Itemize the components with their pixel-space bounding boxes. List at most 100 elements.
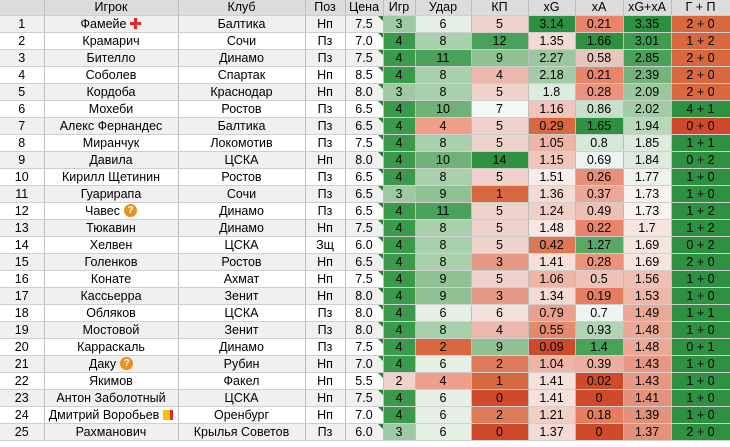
table-row[interactable]: 20 Карраскаль Динамо Пз 7.5 4 2 9 0.09 1.4 1.48 0 +…: [0, 338, 730, 356]
games-cell: 4: [383, 287, 416, 305]
rank-cell: 19: [0, 321, 45, 339]
header-games[interactable]: Игр: [383, 0, 416, 16]
xg-cell: 0.29: [528, 117, 576, 135]
key-passes-cell: 1: [471, 372, 529, 390]
xg-xa-cell: 1.73: [623, 202, 672, 220]
shots-cell: 9: [415, 185, 472, 203]
header-position[interactable]: Поз: [305, 0, 346, 16]
price-cell: 6.5: [345, 168, 384, 186]
table-row[interactable]: 18 Обляков ЦСКА Пз 8.0 4 6 6 0.79 0.7 1.49 1 + 1: [0, 304, 730, 322]
table-row[interactable]: 24 Дмитрий Воробьев Оренбург Нп 7.0 4 6 2 1.21 0.…: [0, 406, 730, 424]
xa-cell: 0: [575, 423, 624, 441]
xa-cell: 0.37: [575, 185, 624, 203]
xg-xa-cell: 1.48: [623, 338, 672, 356]
player-name: Обляков: [86, 306, 136, 320]
club-cell: Факел: [178, 372, 306, 390]
key-passes-cell: 5: [471, 202, 529, 220]
table-row[interactable]: 10 Кирилл Щетинин Ростов Пз 6.5 4 8 5 1.51 0.26 1.…: [0, 168, 730, 186]
position-cell: Пз: [305, 185, 346, 203]
table-row[interactable]: 3 Бителло Динамо Пз 7.5 4 11 9 2.27 0.58 2.85 2 + 0: [0, 49, 730, 67]
header-xg-xa[interactable]: xG+xA: [623, 0, 672, 16]
table-row[interactable]: 19 Мостовой Зенит Пз 8.0 4 8 4 0.55 0.93 1.48 1 + 0: [0, 321, 730, 339]
shots-cell: 2: [415, 338, 472, 356]
table-row[interactable]: 5 Кордоба Краснодар Нп 8.0 3 8 5 1.8 0.28 2.09 2 + …: [0, 83, 730, 101]
xa-cell: 0.39: [575, 355, 624, 373]
table-row[interactable]: 6 Мохеби Ростов Пз 6.5 4 10 7 1.16 0.86 2.02 4 + 1: [0, 100, 730, 118]
games-cell: 4: [383, 304, 416, 322]
table-row[interactable]: 1 Фамейе Балтика Нп 7.5 3 6 5 3.14 0.21 3.35 2 + 0: [0, 15, 730, 33]
xg-cell: 1.34: [528, 287, 576, 305]
table-row[interactable]: 17 Кассьерра Зенит Нп 8.0 4 9 3 1.34 0.19 1.53 1 + …: [0, 287, 730, 305]
games-cell: 4: [383, 338, 416, 356]
table-row[interactable]: 25 Рахманович Крылья Советов Пз 6.0 3 6 0 1.37 0 1…: [0, 423, 730, 441]
price-cell: 8.0: [345, 83, 384, 101]
goals-assists-cell: 0 + 2: [671, 236, 730, 254]
position-cell: Нп: [305, 151, 346, 169]
position-cell: Пз: [305, 117, 346, 135]
games-cell: 4: [383, 389, 416, 407]
games-cell: 4: [383, 236, 416, 254]
table-row[interactable]: 13 Тюкавин Динамо Нп 7.5 4 8 5 1.48 0.22 1.7 1 + 2: [0, 219, 730, 237]
key-passes-cell: 9: [471, 338, 529, 356]
player-name: Кирилл Щетинин: [61, 170, 160, 184]
club-cell: Ахмат: [178, 270, 306, 288]
table-row[interactable]: 8 Миранчук Локомотив Пз 7.5 4 8 5 1.05 0.8 1.85 1 +…: [0, 134, 730, 152]
shots-cell: 6: [415, 355, 472, 373]
xg-xa-cell: 1.94: [623, 117, 672, 135]
table-row[interactable]: 23 Антон Заболотный ЦСКА Нп 7.5 4 6 0 1.41 0 1.41 1…: [0, 389, 730, 407]
header-price[interactable]: Цена: [345, 0, 384, 16]
xg-xa-cell: 1.53: [623, 287, 672, 305]
table-row[interactable]: 15 Голенков Ростов Нп 6.5 4 8 3 1.41 0.28 1.69 2 + …: [0, 253, 730, 271]
xg-cell: 1.16: [528, 100, 576, 118]
goals-assists-cell: 2 + 0: [671, 15, 730, 33]
table-row[interactable]: 14 Хелвен ЦСКА Зщ 6.0 4 8 5 0.42 1.27 1.69 0 + 2: [0, 236, 730, 254]
header-player[interactable]: Игрок: [44, 0, 179, 16]
player-name: Крамарич: [82, 34, 140, 48]
key-passes-cell: 5: [471, 168, 529, 186]
position-cell: Пз: [305, 338, 346, 356]
xg-cell: 1.36: [528, 185, 576, 203]
xg-cell: 1.21: [528, 406, 576, 424]
position-cell: Зщ: [305, 236, 346, 254]
rank-cell: 21: [0, 355, 45, 373]
table-row[interactable]: 11 Гуарирапа Сочи Пз 6.5 3 9 1 1.36 0.37 1.73 1 + 0: [0, 185, 730, 203]
xa-cell: 0.28: [575, 253, 624, 271]
games-cell: 4: [383, 117, 416, 135]
table-row[interactable]: 12 Чавес? Динамо Пз 6.5 4 11 5 1.24 0.49 1.73 1 + 2: [0, 202, 730, 220]
table-row[interactable]: 4 Соболев Спартак Нп 8.5 4 8 4 2.18 0.21 2.39 2 + 0: [0, 66, 730, 84]
goals-assists-cell: 0 + 2: [671, 151, 730, 169]
games-cell: 4: [383, 321, 416, 339]
shots-cell: 11: [415, 49, 472, 67]
games-cell: 4: [383, 270, 416, 288]
xg-xa-cell: 3.35: [623, 15, 672, 33]
xg-cell: 1.8: [528, 83, 576, 101]
position-cell: Нп: [305, 287, 346, 305]
position-cell: Пз: [305, 100, 346, 118]
header-goals-assists[interactable]: Г + П: [671, 0, 730, 16]
header-xg[interactable]: xG: [528, 0, 576, 16]
key-passes-cell: 6: [471, 304, 529, 322]
player-name: Кассьерра: [80, 289, 142, 303]
position-cell: Пз: [305, 168, 346, 186]
table-row[interactable]: 7 Алекс Фернандес Балтика Пз 6.5 4 4 5 0.29 1.65 1…: [0, 117, 730, 135]
position-cell: Нп: [305, 389, 346, 407]
header-shots[interactable]: Удар: [415, 0, 472, 16]
club-cell: Динамо: [178, 219, 306, 237]
price-cell: 7.0: [345, 32, 384, 50]
table-row[interactable]: 22 Якимов Факел Нп 5.5 2 4 1 1.41 0.02 1.43 1 + 0: [0, 372, 730, 390]
table-row[interactable]: 2 Крамарич Сочи Пз 7.0 4 8 12 1.35 1.66 3.01 1 + 2: [0, 32, 730, 50]
player-cell: Кордоба: [44, 83, 179, 101]
header-xa[interactable]: xA: [575, 0, 624, 16]
player-cell: Давила: [44, 151, 179, 169]
header-rank[interactable]: [0, 0, 45, 16]
price-cell: 8.5: [345, 66, 384, 84]
table-row[interactable]: 9 Давила ЦСКА Нп 8.0 4 10 14 1.15 0.69 1.84 0 + 2: [0, 151, 730, 169]
header-club[interactable]: Клуб: [178, 0, 306, 16]
table-row[interactable]: 21 Даку? Рубин Нп 7.0 4 6 2 1.04 0.39 1.43 1 + 0: [0, 355, 730, 373]
shots-cell: 6: [415, 15, 472, 33]
header-key-passes[interactable]: КП: [471, 0, 529, 16]
xg-xa-cell: 1.43: [623, 355, 672, 373]
table-row[interactable]: 16 Конате Ахмат Нп 7.5 4 9 5 1.06 0.5 1.56 1 + 0: [0, 270, 730, 288]
rank-cell: 14: [0, 236, 45, 254]
xa-cell: 0.18: [575, 406, 624, 424]
